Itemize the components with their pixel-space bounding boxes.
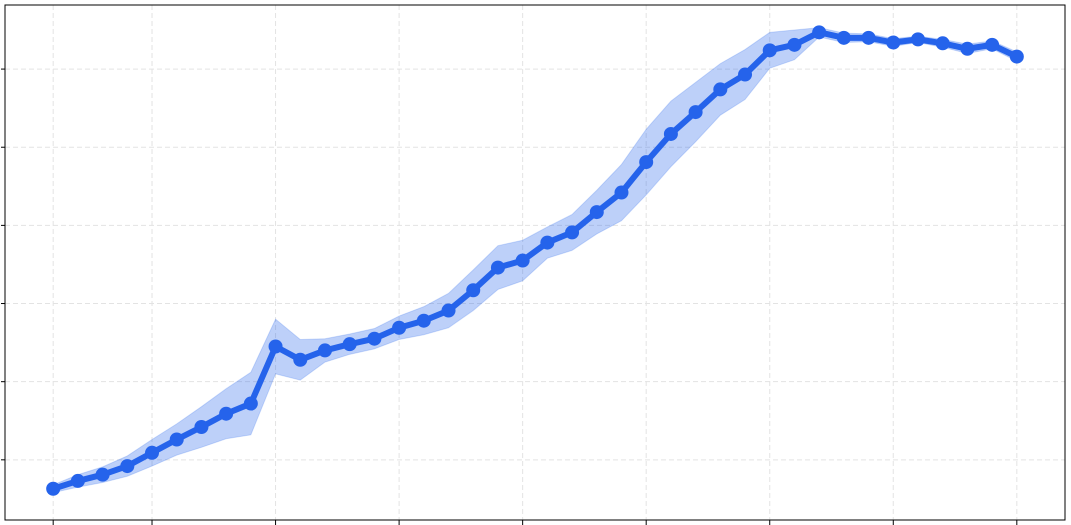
point [219,406,234,421]
point [268,339,283,354]
point [466,283,481,298]
point [738,67,753,82]
point [787,37,802,52]
point [293,352,308,367]
point [713,82,728,97]
point [441,303,456,318]
point [812,25,827,40]
point [317,343,332,358]
point [342,337,357,352]
point [169,432,184,447]
point [985,37,1000,52]
point [120,459,135,474]
point [490,260,505,275]
point [540,235,555,250]
point [861,30,876,45]
point [589,205,604,220]
point [639,155,654,170]
point [836,30,851,45]
point [1009,49,1024,64]
point [145,445,160,460]
point [886,35,901,50]
plot-frame [4,4,1066,521]
point [392,320,407,335]
line [52,29,1019,492]
point [194,420,209,435]
point [910,32,925,47]
point [243,396,258,411]
point [515,253,530,268]
point [416,313,431,328]
point [935,36,950,51]
point [614,185,629,200]
point [367,331,382,346]
point [762,43,777,58]
point [663,126,678,141]
point [565,225,580,240]
point [688,105,703,120]
point [70,473,85,488]
point [960,41,975,56]
point [46,481,61,496]
point [95,467,110,482]
